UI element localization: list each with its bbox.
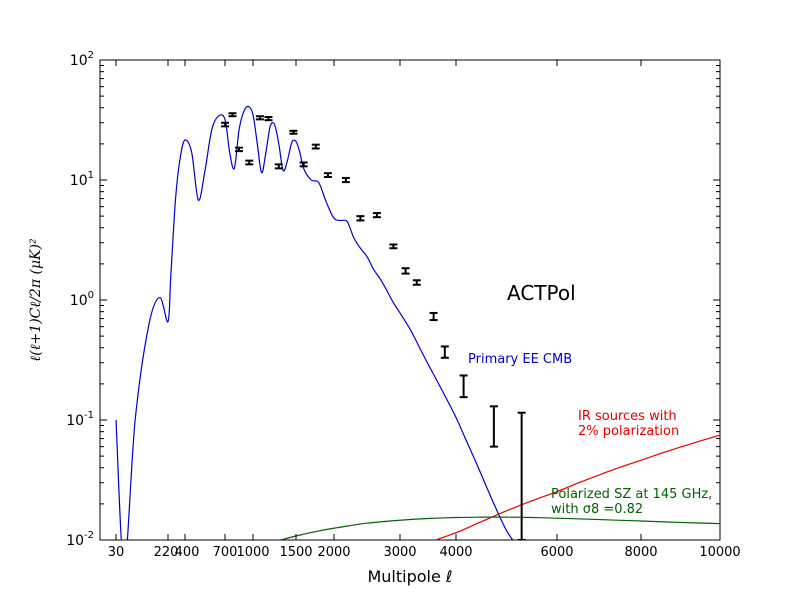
series-layer <box>115 105 720 540</box>
y-tick-label: 100 <box>70 290 94 309</box>
x-tick-label: 220 <box>154 545 179 560</box>
data-point <box>274 163 283 170</box>
y-tick-label: 101 <box>70 170 94 189</box>
data-point <box>235 146 243 153</box>
x-tick-label: 1500 <box>279 545 312 560</box>
x-tick-label: 30 <box>108 545 125 560</box>
series-line-0 <box>115 105 514 540</box>
x-tick-label: 4000 <box>439 545 472 560</box>
data-point <box>412 279 421 286</box>
data-point <box>299 161 308 168</box>
data-point <box>459 374 468 399</box>
annotation-ir-line2: 2% polarization <box>578 424 679 439</box>
annotation-sz-line2: with σ8 =0.82 <box>551 502 643 517</box>
data-point <box>221 121 229 128</box>
data-point <box>228 112 237 118</box>
x-tick-label: 700 <box>213 545 238 560</box>
annotation-sz-line1: Polarized SZ at 145 GHz, <box>551 487 712 502</box>
data-point <box>401 267 410 275</box>
data-point <box>429 311 438 322</box>
annotation-primary-ee: Primary EE CMB <box>468 352 572 367</box>
data-point <box>389 243 398 250</box>
series-line-1 <box>433 434 720 540</box>
data-point <box>311 143 320 150</box>
data-point <box>264 115 273 122</box>
title-annotation-actpol: ACTPol <box>507 281 576 305</box>
x-tick-label: 10000 <box>699 545 740 560</box>
data-point <box>289 129 298 135</box>
data-point <box>341 176 350 184</box>
data-point <box>517 411 526 540</box>
y-tick-label: 102 <box>70 50 94 69</box>
x-tick-label: 400 <box>175 545 200 560</box>
data-point <box>372 212 381 219</box>
x-axis-label: Multipole ℓ <box>367 567 452 586</box>
x-tick-label: 8000 <box>624 545 657 560</box>
y-axis-label: ℓ(ℓ+1)Cℓ/2π (μK)² <box>28 238 44 362</box>
data-point <box>245 159 254 166</box>
data-point <box>356 215 365 222</box>
x-tick-label: 2000 <box>317 545 350 560</box>
data-point <box>255 115 264 121</box>
y-tick-label: 10-1 <box>66 410 94 429</box>
annotation-ir-line1: IR sources with <box>578 409 677 424</box>
data-point <box>489 405 498 448</box>
data-points-layer <box>221 112 526 540</box>
plot-frame <box>99 59 721 541</box>
series-line-2 <box>277 516 720 540</box>
y-tick-labels: 10-2 10-1 100 101 102 <box>66 50 94 549</box>
x-tick-label: 6000 <box>540 545 573 560</box>
y-tick-label: 10-2 <box>66 530 94 549</box>
ticks-layer <box>100 59 721 541</box>
data-point <box>440 345 449 359</box>
x-tick-label: 3000 <box>383 545 416 560</box>
x-tick-label: 1000 <box>236 545 269 560</box>
data-point <box>323 172 332 178</box>
